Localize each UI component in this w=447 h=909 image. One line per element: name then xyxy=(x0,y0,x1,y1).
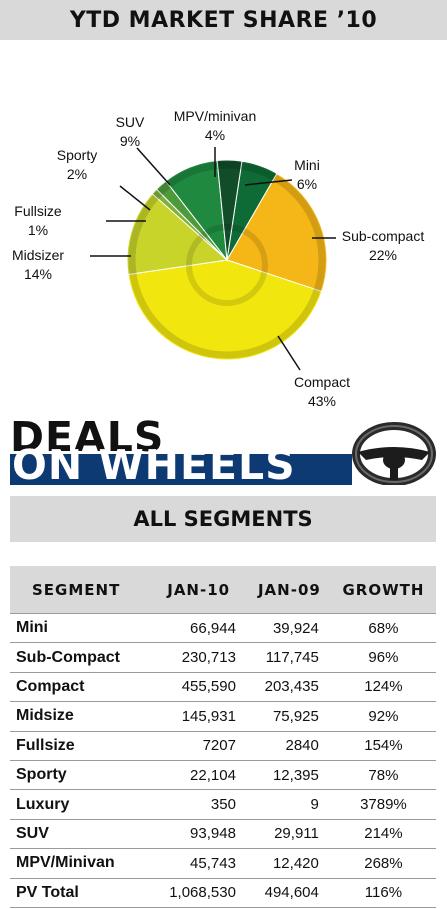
segment-cell: Sub-Compact xyxy=(10,642,150,673)
leader-line xyxy=(277,335,301,371)
slice-name: Compact xyxy=(294,374,350,390)
deals-title-line1: DEALS xyxy=(10,413,165,461)
segment-cell: Sporty xyxy=(10,759,150,790)
jan10-cell: 230,713 xyxy=(149,642,248,673)
jan10-cell: 350 xyxy=(149,789,248,820)
table-row: Sporty 22,104 12,395 78% xyxy=(10,759,436,790)
leader-line xyxy=(136,147,171,186)
slice-name: Midsizer xyxy=(12,247,64,263)
slice-name: Mini xyxy=(294,157,320,173)
jan09-cell: 203,435 xyxy=(247,671,331,702)
slice-label: Sporty 2% xyxy=(57,147,97,182)
growth-cell: 78% xyxy=(330,759,436,790)
jan10-cell: 145,931 xyxy=(149,701,248,732)
pie-rim-ring xyxy=(128,161,326,359)
jan09-cell: 39,924 xyxy=(247,612,331,643)
jan10-cell: 22,104 xyxy=(149,759,248,790)
table-row: Sub-Compact 230,713 117,745 96% xyxy=(10,642,436,673)
table-total-row: PV Total 1,068,530 494,604 116% xyxy=(10,877,436,908)
table-row: Midsize 145,931 75,925 92% xyxy=(10,701,436,732)
segment-cell: MPV/Minivan xyxy=(10,848,150,879)
segment-cell: PV Total xyxy=(10,877,150,908)
deals-title-line2: ON WHEELS xyxy=(12,441,296,489)
jan09-column-header: JAN-09 xyxy=(247,566,331,614)
all-segments-title: ALL SEGMENTS xyxy=(10,496,436,542)
growth-cell: 96% xyxy=(330,642,436,673)
segment-cell: Mini xyxy=(10,612,150,643)
segment-cell: Fullsize xyxy=(10,730,150,761)
jan09-cell: 29,911 xyxy=(247,818,331,849)
slice-name: Fullsize xyxy=(14,203,62,219)
jan09-cell: 494,604 xyxy=(247,877,331,908)
slice-percent: 43% xyxy=(308,393,336,409)
table-row: Fullsize 7207 2840 154% xyxy=(10,730,436,761)
slice-name: Sub-compact xyxy=(342,228,425,244)
growth-column-header: GROWTH xyxy=(330,566,436,614)
slice-percent: 1% xyxy=(28,222,48,238)
slice-label: Mini 6% xyxy=(294,157,320,192)
growth-cell: 268% xyxy=(330,848,436,879)
slice-label: Fullsize 1% xyxy=(14,203,62,238)
table-row: SUV 93,948 29,911 214% xyxy=(10,818,436,849)
jan09-cell: 12,420 xyxy=(247,848,331,879)
slice-percent: 22% xyxy=(369,247,397,263)
slice-label: SUV 9% xyxy=(116,114,145,149)
slice-name: Sporty xyxy=(57,147,97,163)
jan10-cell: 66,944 xyxy=(149,612,248,643)
steering-wheel-icon xyxy=(352,420,436,485)
segments-table: SEGMENT JAN-10 JAN-09 GROWTH Mini 66,944 3… xyxy=(10,566,436,908)
jan09-cell: 9 xyxy=(247,789,331,820)
table-row: Luxury 350 9 3789% xyxy=(10,789,436,820)
pie-slice-mpv-minivan xyxy=(216,159,243,261)
segment-cell: Compact xyxy=(10,671,150,702)
segment-cell: Luxury xyxy=(10,789,150,820)
slice-percent: 2% xyxy=(67,166,87,182)
growth-cell: 154% xyxy=(330,730,436,761)
jan09-cell: 2840 xyxy=(247,730,331,761)
slice-name: MPV/minivan xyxy=(174,108,256,124)
jan10-cell: 93,948 xyxy=(149,818,248,849)
growth-cell: 214% xyxy=(330,818,436,849)
jan10-cell: 1,068,530 xyxy=(149,877,248,908)
jan10-cell: 45,743 xyxy=(149,848,248,879)
slice-percent: 14% xyxy=(24,266,52,282)
pie-slice-compact xyxy=(127,259,323,361)
jan10-column-header: JAN-10 xyxy=(149,566,248,614)
slice-label: Sub-compact 22% xyxy=(342,228,425,263)
segment-cell: Midsize xyxy=(10,701,150,732)
deals-on-wheels-header: DEALS ON WHEELS xyxy=(10,413,436,489)
pie-inner-ring xyxy=(186,224,268,306)
slice-percent: 9% xyxy=(120,133,140,149)
slice-label: Compact 43% xyxy=(294,374,350,409)
growth-cell: 116% xyxy=(330,877,436,908)
pie-slice-midsizer xyxy=(126,192,229,276)
slice-percent: 4% xyxy=(205,127,225,143)
jan10-cell: 455,590 xyxy=(149,671,248,702)
jan09-cell: 75,925 xyxy=(247,701,331,732)
chart-title: YTD MARKET SHARE ’10 xyxy=(0,0,447,40)
table-row: MPV/Minivan 45,743 12,420 268% xyxy=(10,848,436,879)
growth-cell: 3789% xyxy=(330,789,436,820)
growth-cell: 68% xyxy=(330,612,436,643)
table-row: Mini 66,944 39,924 68% xyxy=(10,612,436,643)
growth-cell: 124% xyxy=(330,671,436,702)
segment-column-header: SEGMENT xyxy=(10,566,150,614)
slice-label: Midsizer 14% xyxy=(12,247,64,282)
leader-line xyxy=(119,185,151,211)
segment-cell: SUV xyxy=(10,818,150,849)
table-row: Compact 455,590 203,435 124% xyxy=(10,671,436,702)
jan09-cell: 117,745 xyxy=(247,642,331,673)
slice-name: SUV xyxy=(116,114,145,130)
pie-chart: Mini 6% Sub-compact 22% Compact 43% Midsizer 14… xyxy=(12,108,425,409)
jan10-cell: 7207 xyxy=(149,730,248,761)
leader-line xyxy=(244,179,293,186)
growth-cell: 92% xyxy=(330,701,436,732)
table-header-row: SEGMENT JAN-10 JAN-09 GROWTH xyxy=(10,566,436,614)
jan09-cell: 12,395 xyxy=(247,759,331,790)
slice-label: MPV/minivan 4% xyxy=(174,108,256,143)
slice-percent: 6% xyxy=(297,176,317,192)
